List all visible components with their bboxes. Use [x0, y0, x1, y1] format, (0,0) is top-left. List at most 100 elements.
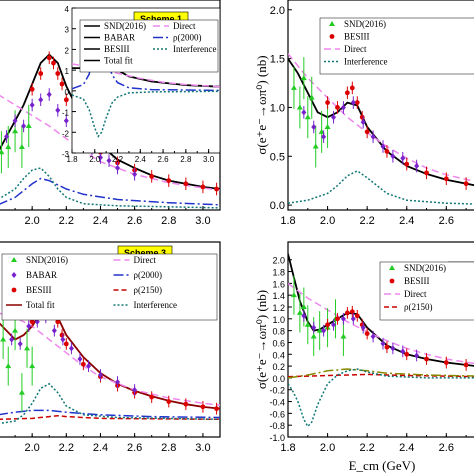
- data-point: [86, 363, 92, 370]
- data-point: [55, 319, 61, 325]
- legend-label: SND(2016): [404, 263, 446, 273]
- x-tick-label: 1.8: [66, 155, 78, 164]
- x-tick-label: 2.4: [399, 442, 414, 454]
- legend-marker: [11, 257, 17, 262]
- x-tick-label: 2.2: [360, 442, 375, 454]
- scheme-label: Scheme 1: [140, 14, 182, 24]
- data-point: [26, 323, 32, 330]
- x-tick-label: 2.0: [320, 442, 335, 454]
- data-point: [414, 352, 420, 359]
- data-point: [183, 401, 189, 407]
- legend-label: Interference: [344, 57, 387, 67]
- data-point: [132, 387, 138, 394]
- legend-marker: [11, 287, 17, 293]
- data-point: [149, 174, 155, 179]
- legend-label: Interference: [173, 44, 216, 54]
- series-line: [288, 53, 474, 183]
- data-point: [5, 363, 12, 369]
- legend-marker: [11, 272, 17, 278]
- data-point: [360, 119, 366, 126]
- y-tick-label: 1.6: [272, 279, 285, 289]
- data-point: [63, 117, 69, 124]
- y-tick-label: 0.4: [272, 350, 285, 360]
- chart-panel-top-right: 1.8 2.0 2.2 2.4 2.6 0.0 0.5 1.0 1.5 2.0 SND(2016) B…: [254, 0, 474, 227]
- y-tick-label: 1.5: [270, 54, 285, 66]
- data-point: [340, 333, 347, 339]
- legend-box: [79, 19, 219, 73]
- data-point: [380, 143, 386, 150]
- y-tick-label: 0.5: [270, 151, 285, 163]
- data-point: [354, 100, 360, 105]
- data-point: [214, 186, 219, 192]
- data-point: [290, 84, 297, 90]
- legend-label: Direct: [173, 21, 196, 31]
- data-point: [214, 406, 219, 412]
- y-tick-label: -2: [62, 129, 70, 138]
- data-point: [370, 133, 376, 140]
- data-point: [132, 171, 138, 178]
- data-point: [360, 324, 366, 331]
- data-point: [29, 86, 35, 92]
- legend-marker: [389, 265, 395, 270]
- x-tick-label: 2.0: [89, 155, 101, 164]
- data-point: [364, 331, 370, 336]
- data-point: [443, 176, 449, 182]
- data-point: [46, 91, 52, 98]
- chart-panel-bottom-right: 1.8 2.0 2.2 2.4 2.62.01.81.61.41.21.00.80.60…: [254, 241, 474, 473]
- data-point: [25, 123, 32, 128]
- data-point: [311, 324, 317, 331]
- legend-label: ρ(2150): [404, 302, 433, 312]
- y-tick-label: 3: [65, 26, 70, 35]
- data-point: [321, 133, 327, 140]
- data-point: [325, 100, 330, 105]
- plot-area: [0, 51, 220, 209]
- x-tick-label: 2.8: [161, 215, 176, 227]
- data-point: [404, 161, 410, 167]
- legend-label: Direct: [344, 44, 367, 54]
- data-point: [59, 81, 65, 87]
- y-axis-label: σ(e⁺e⁻→ωπ⁰) (nb): [254, 290, 269, 389]
- y-tick-label: 0.2: [272, 362, 285, 372]
- data-point: [350, 99, 356, 106]
- data-point: [183, 181, 189, 187]
- data-point: [463, 181, 469, 187]
- data-point: [200, 184, 206, 190]
- data-point: [364, 129, 370, 135]
- y-tick-label: 2.0: [272, 256, 285, 266]
- legend-label: BESIII: [104, 44, 130, 54]
- data-point: [97, 154, 103, 161]
- data-point: [404, 351, 410, 357]
- series-line: [288, 282, 474, 365]
- data-point: [340, 104, 346, 111]
- legend-label: Total fit: [26, 300, 55, 310]
- y-tick-label: -0.2: [269, 386, 285, 396]
- x-tick-label: 2.6: [158, 155, 170, 164]
- y-tick-label: -1: [62, 109, 70, 118]
- y-tick-label: -1.0: [269, 433, 285, 443]
- data-point: [68, 345, 74, 352]
- data-point: [106, 157, 112, 164]
- series-line: [288, 373, 474, 378]
- data-point: [38, 96, 44, 103]
- data-point: [300, 75, 307, 81]
- legend-label: BESIII: [26, 285, 52, 295]
- y-tick-label: -0.8: [269, 421, 285, 431]
- x-tick-label: 2.0: [25, 442, 40, 454]
- data-point: [97, 371, 103, 378]
- data-point: [443, 360, 449, 365]
- legend-box: [379, 261, 474, 321]
- y-tick-label: 1.8: [272, 268, 285, 278]
- data-point: [424, 170, 429, 176]
- x-tick-label: 2.6: [127, 215, 142, 227]
- legend-label: BESIII: [404, 276, 430, 286]
- legend-label: Direct: [134, 255, 157, 265]
- data-point: [304, 321, 311, 327]
- data-point: [0, 149, 5, 155]
- y-tick-label: 1.2: [272, 303, 285, 313]
- data-point: [359, 114, 365, 120]
- x-tick-label: 2.4: [399, 215, 414, 227]
- data-point: [390, 153, 396, 160]
- data-point: [335, 316, 340, 322]
- data-point: [18, 389, 25, 395]
- legend-marker: [389, 278, 395, 284]
